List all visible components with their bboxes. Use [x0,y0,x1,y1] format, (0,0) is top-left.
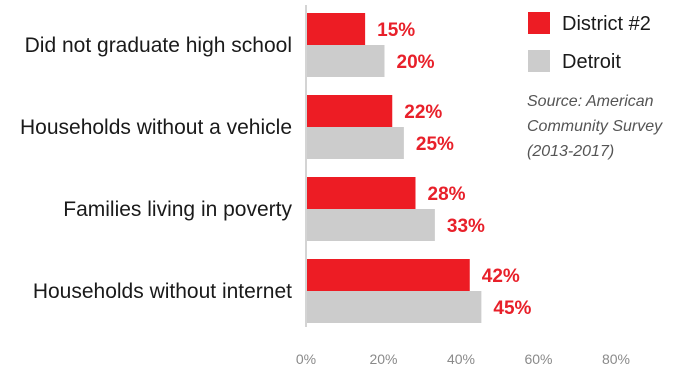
source-note-line: Community Survey [527,118,663,135]
data-label: 33% [447,216,485,237]
x-tick-label: 60% [524,351,552,367]
x-tick-label: 40% [447,351,475,367]
legend: District #2 Detroit [528,12,651,73]
x-tick-label: 0% [296,351,316,367]
data-label: 20% [397,52,435,73]
bar-district-2 [307,177,416,209]
x-tick-labels: 0% 20% 40% 60% 80% [296,351,630,367]
category-labels: Did not graduate high school Households w… [20,34,292,303]
data-label: 15% [377,20,415,41]
category-label: Households without internet [33,280,292,303]
source-note-line: Source: American [527,93,654,110]
bar-detroit [307,291,482,323]
data-label: 25% [416,134,454,155]
x-tick-label: 20% [369,351,397,367]
bar-detroit [307,209,435,241]
bar-detroit [307,127,404,159]
source-note-line: (2013-2017) [527,143,614,160]
value-labels: 15% 20% 22% 25% 28% 33% 42% 45% [377,20,531,319]
legend-swatch [528,50,550,72]
category-label: Households without a vehicle [20,116,292,139]
category-label: Families living in poverty [63,198,292,221]
legend-entry: District #2 [562,13,651,35]
data-label: 45% [493,298,531,319]
bar-detroit [307,45,385,77]
legend-entry: Detroit [562,51,621,73]
legend-swatch [528,12,550,34]
source-note: Source: American Community Survey (2013-20… [527,93,663,160]
bars [307,13,482,323]
x-tick-label: 80% [602,351,630,367]
bar-district-2 [307,259,470,291]
data-label: 22% [404,102,442,123]
category-label: Did not graduate high school [25,34,292,57]
data-label: 28% [428,184,466,205]
data-label: 42% [482,266,520,287]
bar-district-2 [307,95,393,127]
bar-district-2 [307,13,366,45]
